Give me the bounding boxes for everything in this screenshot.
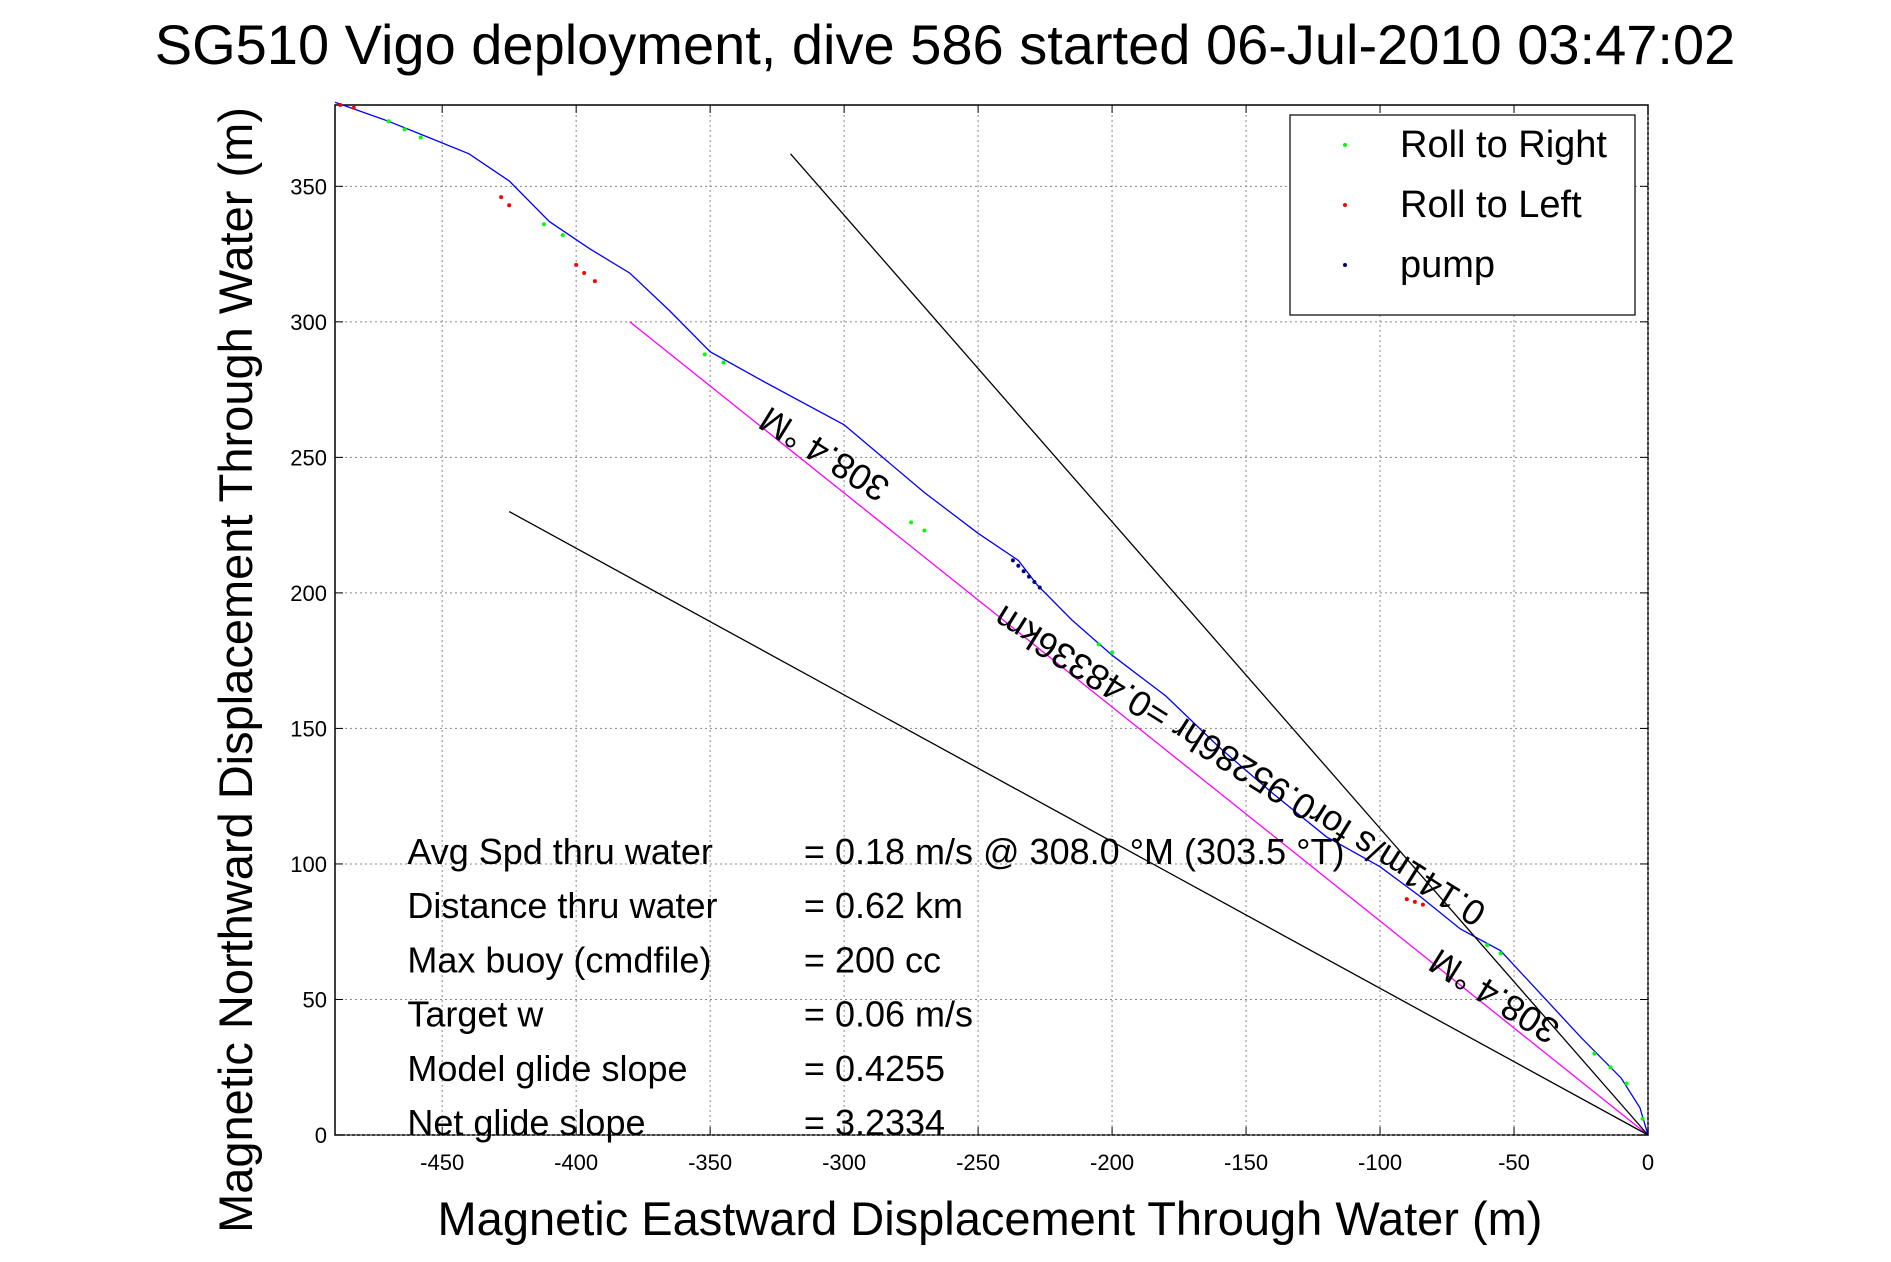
data-point bbox=[582, 271, 587, 276]
annotation: = 200 cc bbox=[804, 939, 941, 980]
data-point bbox=[1032, 580, 1037, 585]
data-point bbox=[499, 195, 504, 200]
annotation: Target w bbox=[407, 994, 544, 1035]
data-point bbox=[922, 528, 927, 533]
y-axis-label: Magnetic Northward Displacement Through … bbox=[209, 107, 262, 1233]
series-line bbox=[629, 321, 1649, 1136]
data-point bbox=[592, 279, 597, 284]
data-point bbox=[418, 135, 423, 140]
legend-entry: Roll to Right bbox=[1400, 124, 1607, 166]
y-tick-label: 300 bbox=[290, 310, 327, 335]
data-point bbox=[1640, 1116, 1645, 1121]
legend-entry: pump bbox=[1400, 244, 1495, 286]
data-point bbox=[1608, 1065, 1613, 1070]
annotation: = 3.2334 bbox=[804, 1102, 945, 1143]
data-point bbox=[1021, 569, 1026, 574]
legend-box bbox=[1289, 114, 1636, 316]
annotation: = 0.62 km bbox=[804, 885, 963, 926]
data-point bbox=[1592, 1051, 1597, 1056]
x-tick-label: -150 bbox=[1224, 1150, 1268, 1175]
x-axis-label: Magnetic Eastward Displacement Through W… bbox=[438, 1192, 1543, 1245]
data-point bbox=[721, 360, 726, 365]
data-point bbox=[542, 222, 547, 227]
data-point bbox=[1624, 1081, 1629, 1086]
annotation: Avg Spd thru water bbox=[407, 831, 713, 872]
data-point bbox=[1485, 943, 1490, 948]
data-point bbox=[338, 103, 343, 107]
data-point bbox=[909, 520, 914, 525]
data-point bbox=[574, 262, 579, 267]
annotation: = 0.4255 bbox=[804, 1048, 945, 1089]
y-tick-label: 100 bbox=[290, 852, 327, 877]
data-point bbox=[1404, 897, 1409, 902]
legend-entry: Roll to Left bbox=[1400, 184, 1582, 226]
x-tick-label: -400 bbox=[554, 1150, 598, 1175]
x-tick-label: 0 bbox=[1642, 1150, 1654, 1175]
y-tick-label: 250 bbox=[290, 445, 327, 470]
data-point bbox=[1027, 574, 1032, 579]
data-point bbox=[560, 233, 565, 238]
data-point bbox=[1096, 642, 1101, 647]
y-tick-label: 150 bbox=[290, 716, 327, 741]
data-point bbox=[702, 352, 707, 357]
data-point bbox=[386, 119, 391, 124]
y-tick-label: 350 bbox=[290, 174, 327, 199]
legend-marker bbox=[1343, 263, 1347, 267]
legend-marker bbox=[1343, 143, 1347, 147]
x-tick-label: -200 bbox=[1090, 1150, 1134, 1175]
data-point bbox=[1110, 650, 1115, 655]
annotation: = 0.06 m/s bbox=[804, 994, 973, 1035]
data-point bbox=[1498, 951, 1503, 956]
x-tick-label: -250 bbox=[956, 1150, 1000, 1175]
series-line bbox=[790, 153, 1649, 1136]
data-point bbox=[1037, 585, 1042, 590]
annotation: Net glide slope bbox=[407, 1102, 645, 1143]
y-tick-label: 200 bbox=[290, 581, 327, 606]
annotation: Distance thru water bbox=[407, 885, 717, 926]
series-line bbox=[508, 511, 1649, 1136]
annotation: Model glide slope bbox=[407, 1048, 687, 1089]
legend: Roll to Right Roll to Left pump bbox=[1289, 114, 1636, 316]
chart-title: SG510 Vigo deployment, dive 586 started … bbox=[155, 13, 1736, 76]
series-line bbox=[334, 101, 1649, 1136]
data-point bbox=[351, 105, 356, 110]
data-point bbox=[1010, 558, 1015, 563]
data-point bbox=[402, 127, 407, 132]
y-tick-label: 50 bbox=[303, 987, 327, 1012]
annotation: Max buoy (cmdfile) bbox=[407, 939, 711, 980]
data-point bbox=[1412, 899, 1417, 904]
data-point bbox=[1016, 563, 1021, 568]
legend-marker bbox=[1343, 203, 1347, 207]
x-tick-label: -50 bbox=[1498, 1150, 1530, 1175]
data-point bbox=[507, 203, 512, 208]
x-tick-label: -450 bbox=[420, 1150, 464, 1175]
x-tick-label: -300 bbox=[822, 1150, 866, 1175]
x-tick-label: -100 bbox=[1358, 1150, 1402, 1175]
y-tick-label: 0 bbox=[315, 1123, 327, 1148]
data-point bbox=[1420, 902, 1425, 907]
annotation: = 0.18 m/s @ 308.0 °M (303.5 °T) bbox=[804, 831, 1345, 872]
x-tick-label: -350 bbox=[688, 1150, 732, 1175]
